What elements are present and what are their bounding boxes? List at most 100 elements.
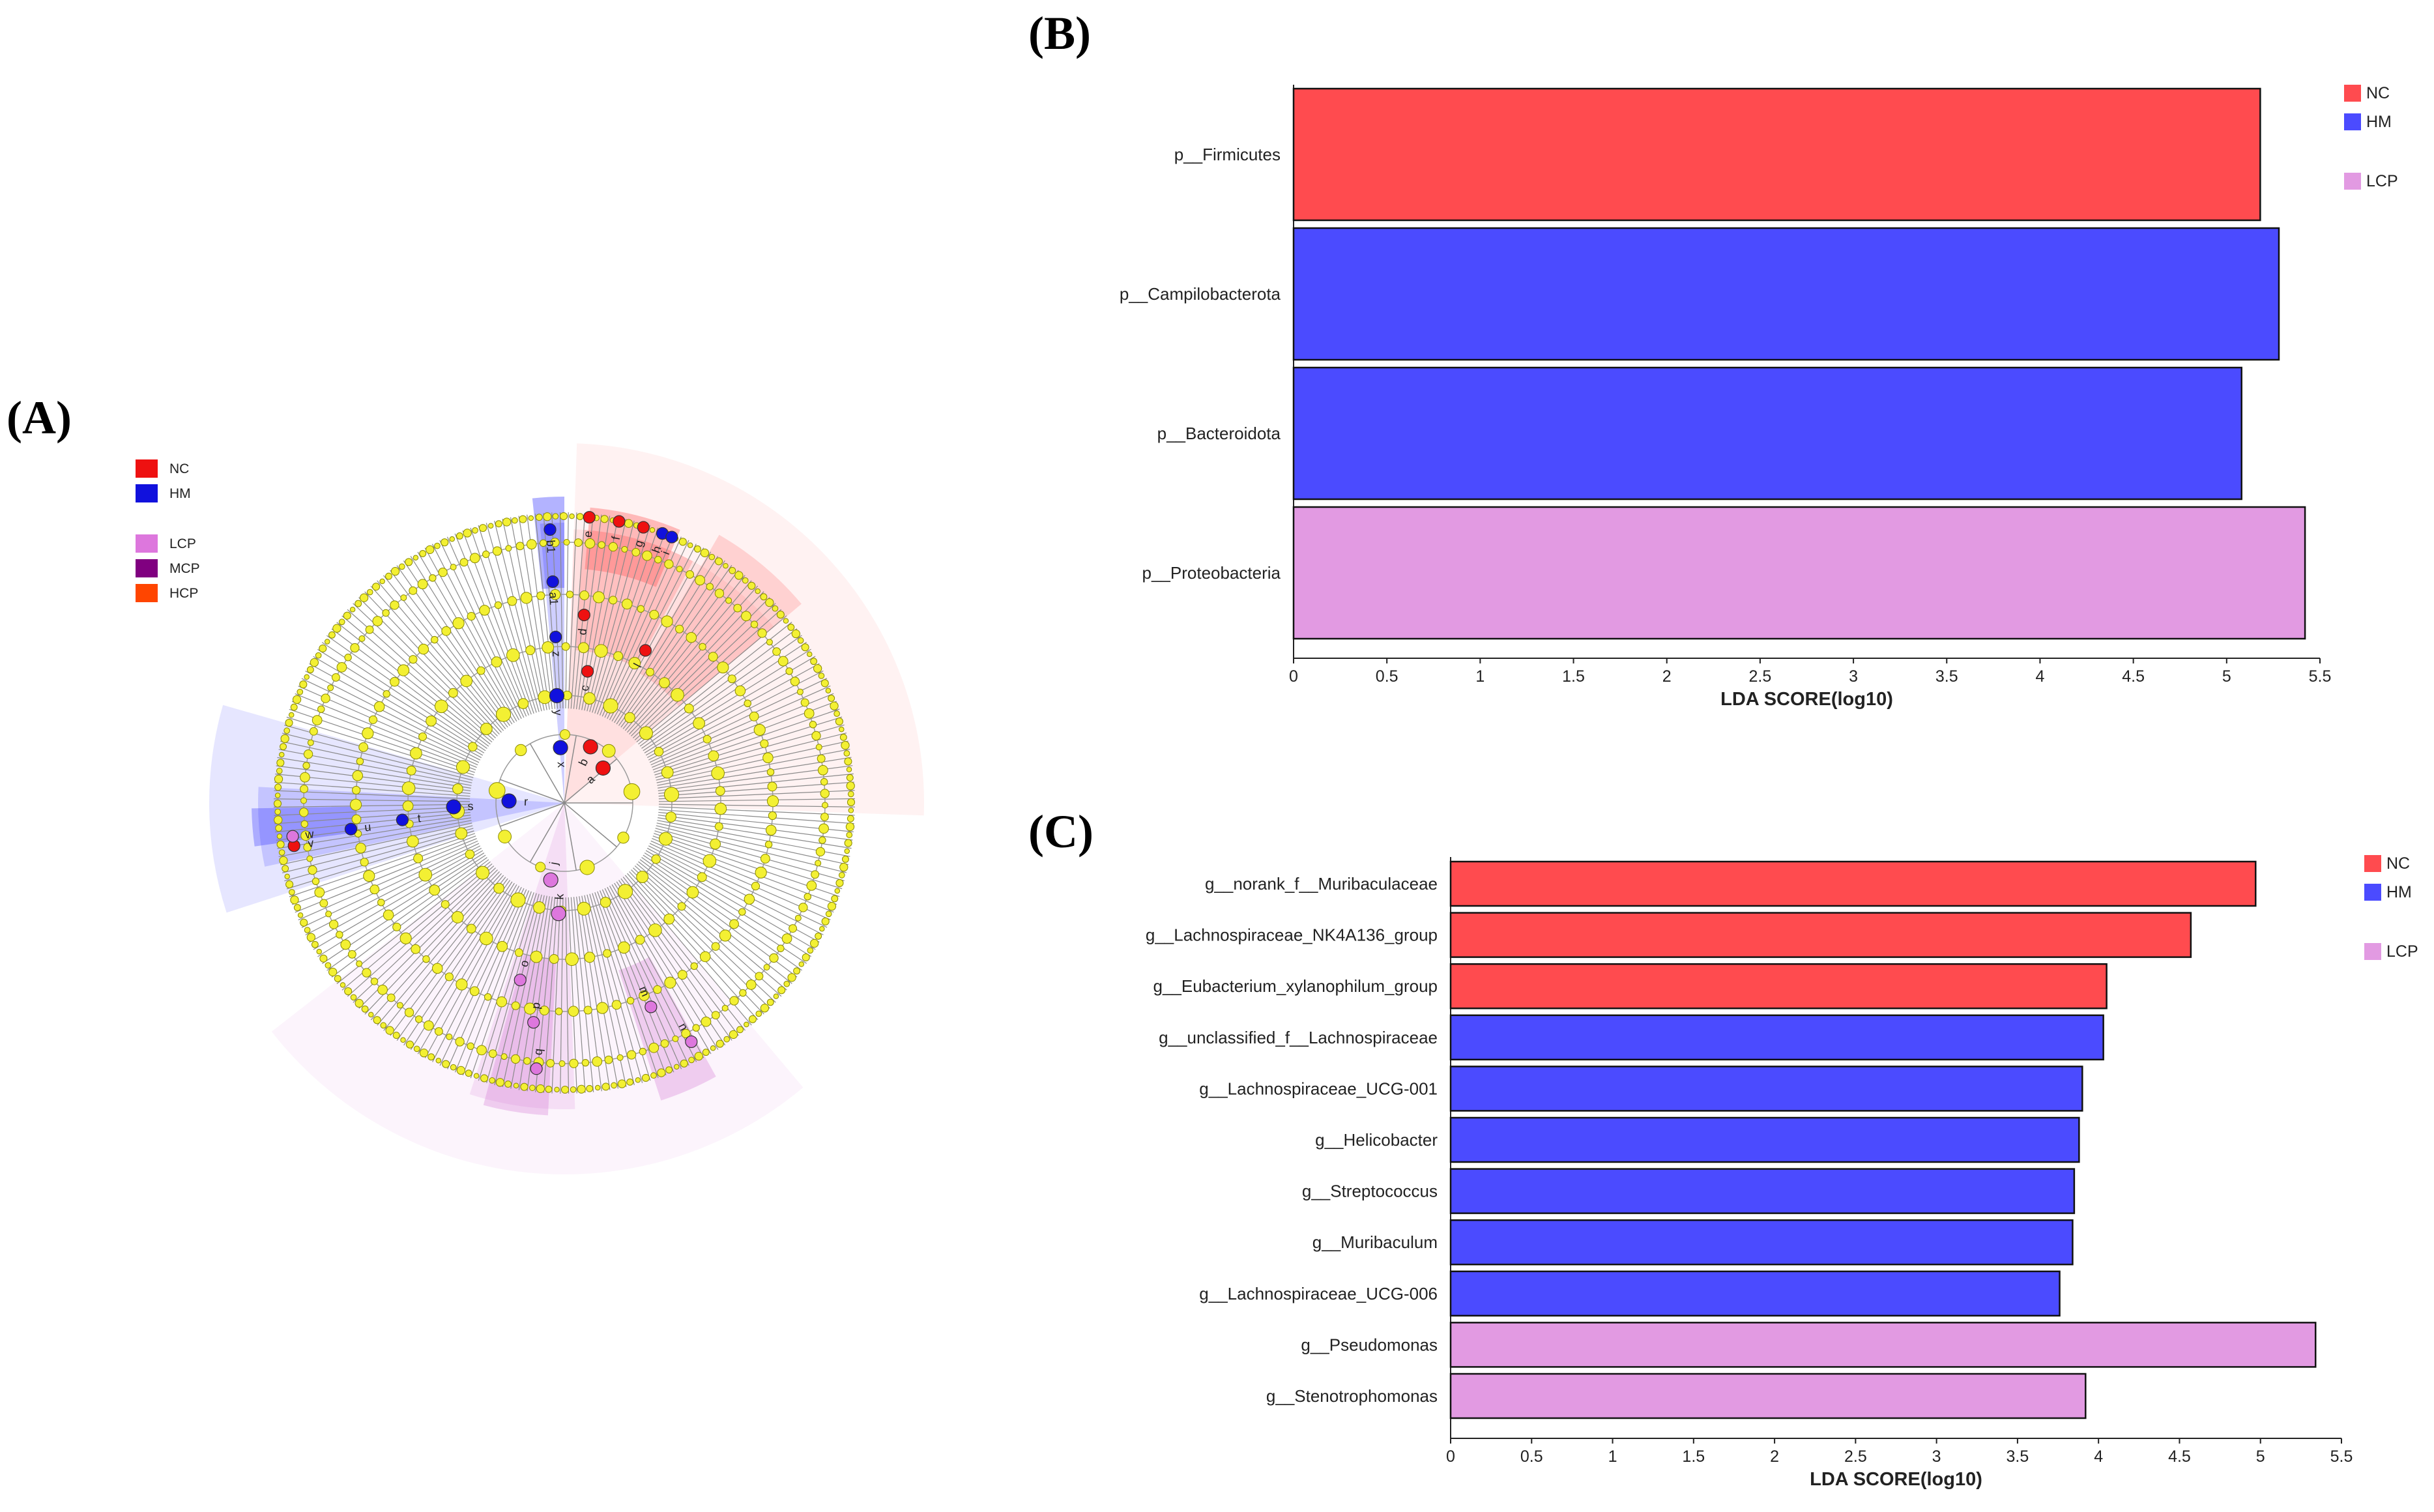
x-tick-label: 4 bbox=[2094, 1447, 2103, 1466]
tree-node bbox=[701, 1016, 712, 1027]
x-tick-label: 5.5 bbox=[2309, 667, 2332, 686]
tree-node bbox=[807, 947, 814, 954]
tree-node bbox=[332, 624, 341, 633]
tree-node bbox=[465, 1069, 472, 1077]
tree-node bbox=[611, 1000, 622, 1010]
category-label: g__Stenotrophomonas bbox=[1266, 1386, 1438, 1406]
tree-node bbox=[434, 699, 448, 714]
tree-node bbox=[450, 564, 457, 571]
tree-node bbox=[583, 1006, 592, 1015]
tree-node bbox=[404, 1008, 414, 1017]
category-label: g__Eubacterium_xylanophilum_group bbox=[1153, 976, 1438, 996]
tree-node bbox=[697, 872, 707, 882]
tree-node bbox=[279, 856, 288, 865]
tree-node bbox=[766, 768, 775, 776]
tree-node bbox=[664, 559, 674, 569]
tree-node bbox=[492, 546, 502, 556]
tree-node bbox=[340, 982, 346, 988]
tree-node bbox=[753, 723, 766, 736]
tree-node bbox=[714, 589, 725, 598]
tree-node bbox=[317, 705, 325, 713]
tree-node bbox=[529, 1084, 536, 1092]
tree-node bbox=[844, 848, 850, 854]
tree-node bbox=[711, 766, 725, 780]
tree-node bbox=[618, 941, 630, 954]
tree-node bbox=[613, 651, 624, 662]
tree-node bbox=[813, 664, 822, 673]
x-axis-title: LDA SCORE(log10) bbox=[1810, 1469, 1982, 1490]
tree-node bbox=[379, 578, 385, 585]
tree-node bbox=[362, 727, 374, 740]
category-label: g__Lachnospiraceae_UCG-001 bbox=[1199, 1079, 1438, 1098]
tree-node bbox=[300, 785, 309, 794]
biomarker-node-n bbox=[685, 1035, 698, 1049]
tree-node bbox=[839, 862, 848, 872]
tree-node bbox=[558, 1060, 566, 1067]
tree-node bbox=[617, 884, 633, 899]
tree-node bbox=[793, 967, 801, 975]
tree-node bbox=[334, 975, 341, 982]
tree-node bbox=[815, 847, 826, 857]
tree-node bbox=[308, 865, 317, 875]
tree-node bbox=[325, 962, 332, 969]
tree-node bbox=[377, 898, 385, 907]
tree-node bbox=[285, 718, 293, 727]
tree-node bbox=[639, 990, 650, 1001]
tree-node bbox=[495, 1078, 505, 1087]
tree-node bbox=[744, 894, 755, 905]
tree-node bbox=[310, 658, 319, 667]
tree-node bbox=[536, 1084, 545, 1094]
bar-g-lachnospiraceae-ucg-006 bbox=[1449, 1270, 2061, 1317]
tree-node bbox=[649, 609, 659, 620]
tree-node bbox=[535, 514, 543, 521]
tree-node bbox=[278, 849, 285, 856]
tree-node bbox=[419, 1048, 429, 1058]
tree-node bbox=[637, 605, 645, 613]
tree-node bbox=[576, 513, 584, 521]
tree-node bbox=[710, 838, 721, 850]
tree-node bbox=[714, 822, 723, 831]
tree-node bbox=[506, 648, 520, 662]
tree-node bbox=[654, 747, 664, 757]
tree-node bbox=[358, 742, 369, 752]
tree-node bbox=[563, 539, 570, 546]
tree-node bbox=[487, 523, 494, 529]
tree-node bbox=[694, 1052, 703, 1061]
tree-node bbox=[616, 1054, 624, 1061]
tree-node bbox=[843, 750, 850, 757]
tree-node bbox=[306, 855, 313, 862]
tree-node bbox=[690, 962, 698, 970]
tree-node bbox=[790, 676, 800, 686]
tree-node bbox=[641, 1073, 650, 1082]
tree-node bbox=[417, 579, 428, 590]
bar-g-pseudomonas bbox=[1449, 1322, 2317, 1368]
tree-node bbox=[306, 666, 314, 674]
tree-node bbox=[390, 600, 399, 610]
tree-node bbox=[586, 1084, 594, 1092]
tree-node bbox=[284, 873, 290, 880]
tree-node bbox=[769, 953, 779, 963]
tree-node bbox=[750, 620, 759, 628]
tree-node bbox=[766, 795, 779, 807]
tree-node bbox=[495, 520, 502, 528]
clade-highlight-lcp-outer bbox=[271, 803, 804, 1174]
biomarker-node-d bbox=[577, 608, 590, 622]
panel-label-a: (A) bbox=[7, 392, 72, 444]
tree-node bbox=[565, 952, 579, 967]
tree-node bbox=[405, 1040, 414, 1049]
tree-node bbox=[830, 701, 839, 710]
biomarker-label-w: w bbox=[304, 827, 315, 841]
tree-node bbox=[546, 1058, 555, 1068]
tree-node bbox=[717, 662, 729, 674]
tree-node bbox=[336, 662, 347, 673]
x-tick-label: 3.5 bbox=[1935, 667, 1958, 686]
tree-node bbox=[777, 656, 789, 667]
biomarker-label-k: k bbox=[553, 893, 566, 900]
tree-node bbox=[383, 909, 394, 921]
biomarker-label-q: q bbox=[531, 1048, 545, 1056]
tree-node bbox=[742, 577, 749, 584]
tree-node bbox=[361, 1005, 369, 1013]
tree-node bbox=[409, 655, 418, 664]
tree-node bbox=[520, 1083, 529, 1091]
